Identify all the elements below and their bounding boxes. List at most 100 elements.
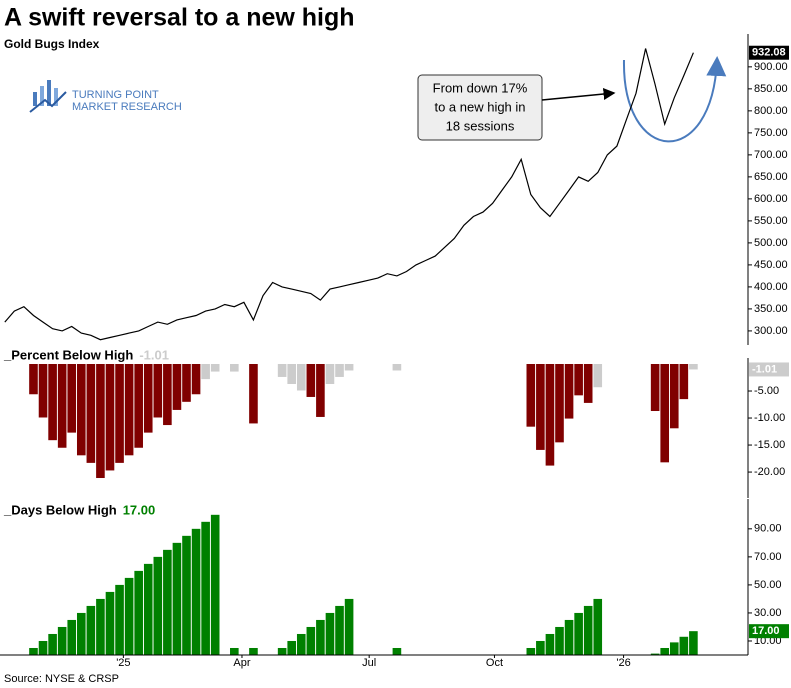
bar [287, 640, 297, 655]
bar [96, 598, 105, 655]
bar [48, 364, 57, 441]
x-tick-label: Apr [233, 657, 250, 669]
y-tick-label: 800.00 [754, 105, 788, 117]
bar [316, 619, 325, 655]
bar [526, 364, 536, 427]
bar [564, 619, 574, 655]
bar [76, 612, 86, 655]
annotation-text: to a new high in [434, 99, 525, 114]
bar [536, 640, 545, 655]
logo-text: MARKET RESEARCH [72, 101, 182, 113]
panel-value: 17.00 [123, 502, 156, 517]
bar [143, 563, 153, 655]
bar [210, 364, 220, 372]
bar [48, 633, 57, 655]
y-tick-label: 70.00 [754, 551, 782, 563]
page-title: A swift reversal to a new high [4, 4, 355, 32]
bar [545, 364, 555, 466]
bar [335, 605, 344, 655]
bar [277, 364, 287, 377]
bar [115, 364, 124, 463]
bar [325, 612, 335, 655]
panel-title: _Percent Below High [3, 347, 133, 362]
bar [325, 364, 335, 384]
bar [191, 528, 201, 655]
bar [182, 535, 191, 655]
bar [316, 364, 325, 417]
y-tick-label: 850.00 [754, 83, 788, 95]
last-value-box [749, 624, 789, 639]
y-tick-label: 350.00 [754, 303, 788, 315]
annotation-text: From down 17% [433, 80, 528, 95]
price-line [4, 48, 694, 341]
bar [392, 647, 402, 655]
bar [545, 633, 555, 655]
y-tick-label: 50.00 [754, 579, 782, 591]
y-tick-label: 900.00 [754, 61, 788, 73]
y-tick-label: 90.00 [754, 523, 782, 535]
y-tick-label: -20.00 [754, 466, 785, 478]
bar [555, 364, 564, 443]
bar [96, 364, 105, 479]
bar [86, 364, 96, 463]
x-tick-label: '26 [616, 657, 630, 669]
bar [660, 364, 670, 463]
bar [574, 364, 583, 396]
bar [57, 364, 67, 448]
bar [689, 364, 698, 370]
bar [593, 364, 603, 388]
bar [230, 647, 239, 655]
bar [210, 514, 220, 655]
y-tick-label: 400.00 [754, 281, 788, 293]
bar [679, 364, 689, 400]
source: Source: NYSE & CRSP [4, 673, 119, 685]
y-tick-label: -15.00 [754, 439, 785, 451]
x-tick-label: Jul [362, 657, 376, 669]
bar [650, 653, 660, 655]
bar [689, 631, 698, 655]
bar [669, 364, 679, 429]
bar [29, 647, 38, 655]
bar [38, 640, 48, 655]
bar [344, 364, 354, 371]
bar [201, 364, 210, 380]
bar [172, 542, 182, 655]
bar [555, 626, 564, 655]
bar [583, 605, 593, 655]
bar [650, 364, 660, 412]
bar [182, 364, 191, 402]
bar [134, 570, 143, 655]
bar [306, 626, 316, 655]
bar [335, 364, 344, 377]
bar [134, 364, 143, 448]
bar [105, 364, 115, 471]
bar [593, 598, 603, 655]
bar [201, 521, 210, 655]
bar [306, 364, 316, 397]
bar [277, 647, 287, 655]
y-tick-label: 700.00 [754, 149, 788, 161]
bar [191, 364, 201, 395]
last-value-box [749, 362, 789, 377]
last-value-box [749, 45, 789, 60]
y-tick-label: 450.00 [754, 259, 788, 271]
annotation: From down 17% to a new high in 18 sessio… [417, 56, 727, 143]
bar [163, 549, 172, 655]
bar [249, 364, 258, 424]
bar [296, 364, 306, 391]
bar [344, 598, 354, 655]
bar [153, 556, 163, 655]
bar [249, 647, 258, 655]
x-tick-label: '25 [116, 657, 130, 669]
last-value-label: -1.01 [752, 363, 777, 375]
bar [536, 364, 545, 450]
bar [57, 626, 67, 655]
last-value-label: 932.08 [752, 47, 786, 59]
y-tick-label: -5.00 [754, 385, 779, 397]
bar [679, 636, 689, 655]
bar [67, 364, 77, 433]
bar [38, 364, 48, 418]
y-tick-label: 750.00 [754, 127, 788, 139]
